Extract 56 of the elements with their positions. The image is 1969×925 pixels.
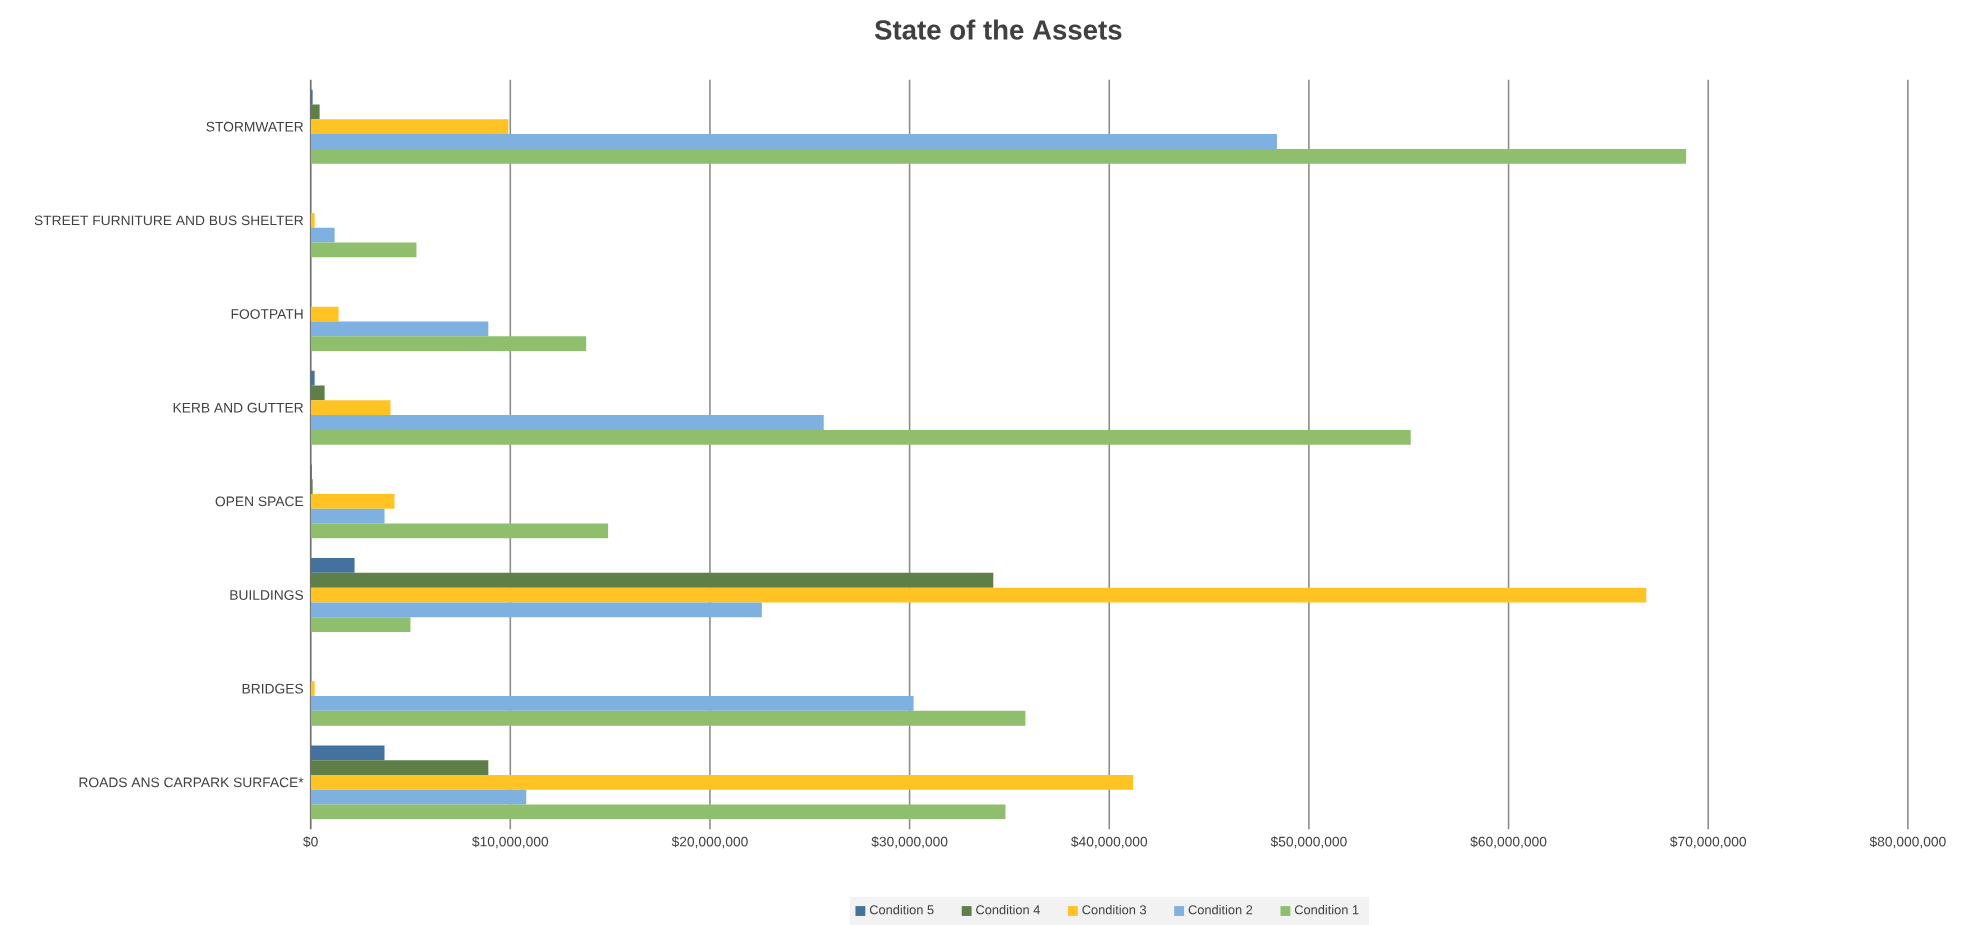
- bar: [310, 148, 1687, 164]
- bar: [310, 415, 824, 430]
- y-tick-label: BRIDGES: [242, 683, 304, 694]
- bar: [310, 745, 385, 761]
- bar: [310, 227, 335, 243]
- bar: [310, 479, 313, 494]
- x-tick-label: $50,000,000: [1270, 836, 1347, 849]
- bar: [310, 212, 315, 228]
- bar: [310, 306, 339, 322]
- y-tick-label: BUILDINGS: [230, 590, 304, 600]
- bar: [310, 760, 489, 775]
- bar: [310, 804, 1006, 820]
- bar: [310, 104, 320, 120]
- bar: [310, 572, 994, 588]
- legend-label: Condition 2: [1188, 904, 1253, 915]
- bar: [310, 134, 1277, 149]
- legend-label: Condition 3: [1082, 904, 1147, 915]
- bar: [310, 602, 762, 618]
- bar: [310, 321, 489, 337]
- bar: [310, 774, 1134, 790]
- bar: [310, 696, 914, 711]
- x-tick-label: $20,000,000: [671, 836, 748, 849]
- legend-label: Condition 5: [869, 904, 934, 915]
- bar: [310, 119, 509, 135]
- x-tick-label: $0: [303, 836, 318, 848]
- x-tick-label: $10,000,000: [472, 836, 549, 849]
- bar: [310, 370, 315, 386]
- chart-title: State of the Assets: [874, 19, 1122, 40]
- bar: [310, 336, 587, 351]
- bar: [310, 789, 527, 805]
- bar: [310, 617, 411, 632]
- bar: [310, 429, 1411, 445]
- bar: [310, 242, 417, 258]
- y-tick-label: KERB AND GUTTER: [173, 402, 303, 413]
- bar: [310, 493, 395, 509]
- bar: [310, 710, 1026, 726]
- y-tick-label: STORMWATER: [206, 121, 304, 132]
- y-tick-label: OPEN SPACE: [215, 496, 304, 507]
- x-tick-label: $40,000,000: [1071, 836, 1148, 849]
- bar: [310, 587, 1647, 603]
- x-tick-label: $60,000,000: [1470, 836, 1547, 849]
- bar: [310, 508, 385, 524]
- x-tick-label: $70,000,000: [1670, 836, 1747, 849]
- bar: [310, 681, 315, 697]
- bar: [310, 400, 391, 416]
- y-tick-label: FOOTPATH: [231, 309, 303, 319]
- bar: [310, 89, 313, 105]
- y-tick-label: ROADS ANS CARPARK SURFACE*: [79, 777, 304, 788]
- bar: [310, 385, 325, 401]
- x-tick-label: $30,000,000: [871, 836, 948, 849]
- x-tick-label: $80,000,000: [1869, 836, 1946, 849]
- bar: [310, 523, 609, 539]
- bar: [310, 558, 355, 573]
- y-tick-label: STREET FURNITURE AND BUS SHELTER: [34, 215, 304, 226]
- legend-label: Condition 1: [1294, 904, 1359, 915]
- legend-label: Condition 4: [976, 904, 1040, 915]
